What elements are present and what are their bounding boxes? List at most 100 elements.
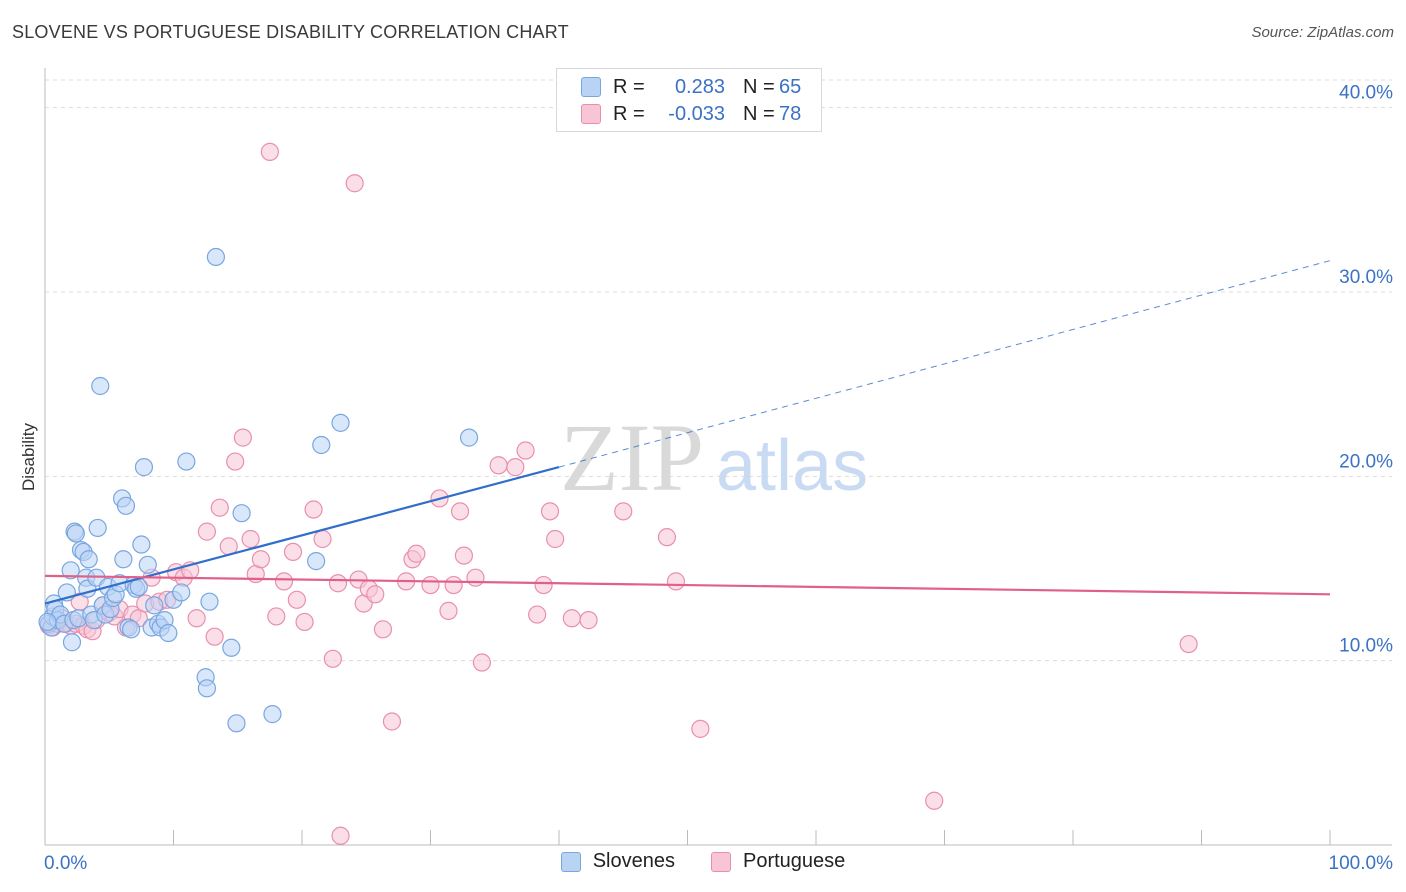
slovenes-point: [62, 633, 82, 652]
portuguese-point: [331, 826, 350, 845]
portuguese-point: [534, 575, 553, 595]
portuguese-point: [489, 456, 508, 475]
slovenes-point: [227, 714, 246, 733]
portuguese-point: [466, 568, 485, 587]
y-tick-label: 40.0%: [1339, 83, 1393, 104]
slovenes-point: [145, 596, 164, 615]
legend-row-slovenes: R = 0.283 N = 65: [581, 75, 801, 99]
legend-r-value: -0.033: [668, 102, 725, 125]
portuguese-point: [304, 500, 323, 519]
legend-swatch-pink: [581, 104, 601, 124]
slovenes-point: [197, 679, 217, 698]
legend-item-slovenes[interactable]: Slovenes: [560, 850, 675, 873]
portuguese-point: [516, 441, 535, 460]
legend-r-label: R =: [613, 102, 645, 125]
portuguese-point: [295, 612, 314, 632]
portuguese-point: [251, 550, 270, 569]
portuguese-point: [506, 458, 525, 477]
legend-swatch-pink: [710, 851, 731, 872]
slovenes-point: [459, 428, 479, 447]
trend-layer: [44, 260, 1331, 605]
portuguese-point: [366, 585, 385, 604]
source-label: Source: ZipAtlas.com: [1251, 24, 1394, 41]
legend-label-portuguese: Portuguese: [742, 850, 846, 872]
portuguese-point: [528, 605, 547, 624]
slovenes-point: [132, 535, 151, 554]
portuguese-point: [283, 542, 303, 562]
watermark-zip: ZIP: [560, 404, 704, 511]
slovenes-point: [206, 247, 226, 267]
slovenes-point: [312, 435, 331, 455]
portuguese-trend-line: [44, 574, 1331, 596]
slovenes-point: [38, 612, 57, 632]
chart-title: SLOVENE VS PORTUGUESE DISABILITY CORRELA…: [12, 22, 569, 42]
tick-label-layer: 10.0% 20.0% 30.0% 40.0% 0.0% 100.0%: [44, 83, 1393, 874]
portuguese-point: [444, 575, 463, 595]
portuguese-point: [439, 601, 458, 620]
portuguese-point: [373, 620, 393, 639]
legend-label-slovenes: Slovenes: [592, 850, 675, 872]
x-tick-label: 100.0%: [1329, 853, 1394, 874]
x-tick-label: 0.0%: [44, 853, 87, 874]
legend-item-portuguese[interactable]: Portuguese: [710, 850, 846, 873]
slovenes-point: [66, 524, 85, 543]
portuguese-point: [666, 572, 686, 591]
portuguese-point: [323, 649, 342, 668]
slovenes-point: [222, 638, 241, 657]
portuguese-point: [241, 529, 260, 549]
legend-n-value: 78: [779, 102, 802, 125]
portuguese-point: [260, 142, 279, 161]
portuguese-point: [925, 791, 944, 810]
slovenes-point: [172, 583, 191, 602]
portuguese-point: [421, 575, 440, 595]
portuguese-point: [267, 607, 286, 626]
slovenes-point: [331, 413, 350, 432]
axis-layer: [44, 68, 1392, 846]
slovenes-point: [61, 561, 80, 580]
portuguese-point: [197, 522, 217, 541]
series-legend: Slovenes Portuguese: [0, 850, 1406, 873]
legend-r-label: R =: [613, 75, 645, 98]
portuguese-point: [226, 452, 245, 471]
slovenes-point: [121, 620, 141, 639]
portuguese-point: [1179, 634, 1198, 654]
legend-n-label: N =: [743, 75, 775, 98]
portuguese-point: [233, 428, 252, 447]
slovenes-trend-extension: [558, 260, 1331, 468]
portuguese-point: [546, 529, 565, 549]
portuguese-point: [540, 502, 560, 521]
portuguese-point: [328, 574, 348, 593]
legend-swatch-blue: [581, 77, 601, 97]
legend-n-label: N =: [743, 102, 775, 125]
portuguese-point: [562, 609, 581, 628]
slovenes-points: [38, 247, 479, 733]
slovenes-point: [116, 496, 136, 515]
slovenes-point: [232, 504, 251, 523]
portuguese-point: [210, 498, 229, 517]
portuguese-point: [614, 502, 633, 521]
slovenes-point: [159, 623, 178, 643]
portuguese-point: [454, 546, 474, 565]
slovenes-point: [134, 458, 154, 477]
portuguese-point: [187, 609, 206, 628]
portuguese-point: [345, 174, 364, 193]
y-axis-label: Disability: [19, 422, 38, 491]
slovenes-point: [177, 452, 196, 471]
y-tick-label: 10.0%: [1339, 636, 1393, 657]
slovenes-point: [114, 550, 133, 569]
portuguese-point: [450, 502, 470, 521]
slovenes-point: [263, 705, 282, 724]
legend-swatch-blue: [560, 851, 581, 872]
portuguese-point: [287, 590, 306, 609]
slovenes-point: [79, 550, 98, 569]
watermark-atlas: atlas: [716, 426, 868, 506]
portuguese-point: [691, 719, 710, 738]
portuguese-point: [313, 529, 332, 549]
slovenes-point: [307, 552, 326, 571]
slovenes-point: [91, 376, 110, 396]
portuguese-point: [579, 611, 598, 630]
portuguese-point: [472, 653, 491, 672]
stats-legend: R = 0.283 N = 65 R = -0.033 N = 78: [556, 68, 822, 132]
legend-n-value: 65: [779, 75, 802, 98]
